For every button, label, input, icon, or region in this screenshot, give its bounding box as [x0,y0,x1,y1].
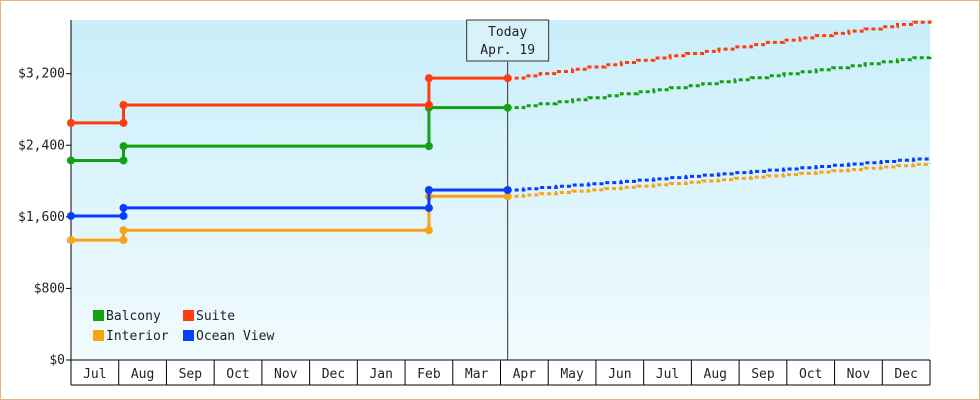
y-tick-label: $1,600 [18,210,65,225]
y-tick-label: $3,200 [18,67,65,82]
x-tick-label: Jan [369,367,392,382]
suite-point [67,118,75,127]
balcony-legend-label: Balcony [106,309,161,324]
ocean-view-legend-label: Ocean View [196,329,274,344]
x-tick-label: Dec [894,367,917,382]
x-tick-label: Aug [704,367,727,382]
x-tick-label: Mar [465,367,489,382]
suite-point [424,101,433,109]
x-tick-label: Nov [847,367,871,382]
x-tick-label: Jul [656,367,679,382]
x-tick-label: Oct [226,367,249,382]
interior-series-line [71,194,508,242]
suite-legend-label: Suite [196,309,235,324]
balcony-forecast-line [507,55,932,110]
balcony-series-line [71,106,508,162]
interior-forecast-line [507,162,932,198]
balcony-point [424,142,433,151]
x-tick-label: Sep [751,367,775,382]
balcony-point [67,156,75,165]
ocean-view-point [67,211,75,220]
x-tick-label: Sep [179,367,203,382]
suite-point [424,74,433,83]
interior-legend-swatch [93,330,104,341]
y-tick-label: $800 [34,281,65,296]
today-date: Apr. 19 [480,43,535,58]
ocean-view-legend-swatch [183,330,194,341]
suite-forecast-line [507,20,932,80]
x-tick-label: Apr [513,367,537,382]
interior-legend-label: Interior [106,329,169,344]
x-tick-label: Feb [417,367,441,382]
x-tick-label: Oct [799,367,822,382]
y-tick-label: $2,400 [18,138,65,153]
interior-point [119,236,128,245]
ocean-view-series-line [71,188,508,218]
interior-point [424,226,433,235]
x-tick-label: Jun [608,367,631,382]
suite-series-line [71,76,508,125]
balcony-point [119,142,128,151]
interior-point [67,236,75,245]
x-tick-label: May [560,367,584,382]
ocean-view-point [119,203,128,212]
x-tick-label: Nov [274,367,298,382]
suite-legend-swatch [183,310,194,321]
x-tick-label: Dec [322,367,345,382]
x-tick-label: Aug [131,367,154,382]
ocean-view-point [424,203,433,212]
today-box [466,19,550,62]
balcony-legend-swatch [93,310,104,321]
interior-point [119,226,128,235]
ocean-view-forecast-line [507,157,932,192]
ocean-view-point [424,186,433,194]
suite-point [119,101,128,109]
y-tick-label: $0 [49,353,65,368]
suite-point [119,118,128,127]
ocean-view-point [119,211,128,220]
balcony-point [119,156,128,165]
today-label: Today [488,25,527,40]
x-tick-label: Jul [83,367,106,382]
